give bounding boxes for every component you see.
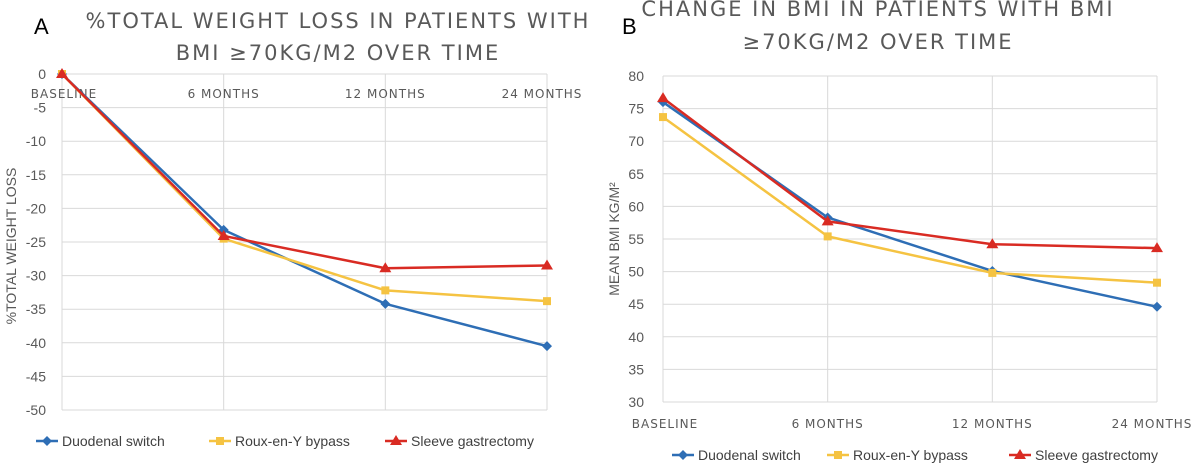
y-tick-label: 40 bbox=[628, 329, 644, 345]
y-tick-label: 45 bbox=[628, 296, 644, 312]
y-tick-label: 35 bbox=[628, 361, 644, 377]
data-point bbox=[56, 68, 68, 78]
y-tick-label: 75 bbox=[628, 101, 644, 117]
chart-a-title-line-2: BMI ≥70KG/M2 OVER TIME bbox=[176, 41, 500, 65]
x-tick-label: 24 MONTHS bbox=[1112, 417, 1193, 431]
x-tick-label: 24 MONTHS bbox=[502, 87, 583, 101]
chart-a-gridlines bbox=[61, 73, 548, 411]
chart-b-x-ticks: BASELINE 6 MONTHS 12 MONTHS 24 MONTHS bbox=[632, 417, 1193, 431]
y-tick-label: 30 bbox=[628, 394, 644, 410]
y-tick-label: -5 bbox=[34, 100, 47, 116]
legend-label: Duodenal switch bbox=[698, 447, 801, 463]
x-tick-label: 12 MONTHS bbox=[345, 87, 426, 101]
data-point bbox=[823, 232, 832, 241]
y-tick-label: -10 bbox=[26, 133, 46, 149]
y-tick-label: -35 bbox=[26, 301, 46, 317]
y-tick-label: 55 bbox=[628, 231, 644, 247]
chart-a-title-line-1: %TOTAL WEIGHT LOSS IN PATIENTS WITH bbox=[86, 9, 591, 33]
legend-label: Roux-en-Y bypass bbox=[235, 433, 350, 449]
y-tick-label: 65 bbox=[628, 166, 644, 182]
chart-b-y-axis-label: MEAN BMI KG/M² bbox=[606, 182, 622, 296]
legend-marker-icon bbox=[216, 437, 224, 445]
legend-marker-icon bbox=[42, 436, 52, 446]
chart-panel-b: B CHANGE IN BMI IN PATIENTS WITH BMI ≥70… bbox=[606, 0, 1193, 431]
y-tick-label: -40 bbox=[26, 335, 46, 351]
y-tick-label: 70 bbox=[628, 133, 644, 149]
series-line-duodenal-switch bbox=[662, 101, 1158, 309]
y-tick-label: -50 bbox=[26, 402, 46, 418]
series-line-roux-en-y-bypass bbox=[662, 116, 1158, 284]
data-point bbox=[217, 229, 230, 240]
chart-a-legend: Duodenal switch Roux-en-Y bypass Sleeve ga… bbox=[36, 433, 534, 449]
series-line-sleeve-gastrectomy bbox=[662, 97, 1158, 250]
chart-b-legend: Duodenal switch Roux-en-Y bypass Sleeve ga… bbox=[672, 447, 1158, 463]
data-point bbox=[659, 113, 667, 122]
y-tick-label: -25 bbox=[26, 234, 46, 250]
data-point bbox=[380, 298, 391, 309]
y-tick-label: 0 bbox=[38, 66, 46, 82]
chart-a-y-axis-label: %TOTAL WEIGHT LOSS bbox=[3, 168, 19, 325]
y-tick-label: -30 bbox=[26, 268, 46, 284]
series-line-sleeve-gastrectomy bbox=[61, 73, 548, 270]
data-point bbox=[1151, 242, 1163, 253]
x-tick-label: BASELINE bbox=[632, 417, 698, 431]
legend-marker-icon bbox=[390, 435, 402, 445]
x-tick-label: 6 MONTHS bbox=[188, 87, 260, 101]
y-tick-label: 50 bbox=[628, 264, 644, 280]
data-point bbox=[1152, 301, 1162, 312]
data-point bbox=[379, 262, 392, 273]
panel-letter-b: B bbox=[622, 14, 637, 39]
data-point bbox=[821, 215, 834, 226]
data-point bbox=[657, 92, 669, 103]
data-point bbox=[986, 238, 999, 249]
legend-label: Sleeve gastrectomy bbox=[1035, 447, 1158, 463]
chart-panel-a: A %TOTAL WEIGHT LOSS IN PATIENTS WITH BM… bbox=[3, 9, 591, 418]
y-tick-label: 60 bbox=[628, 198, 644, 214]
data-point bbox=[543, 297, 551, 306]
legend-label: Duodenal switch bbox=[62, 433, 165, 449]
legend-marker-icon bbox=[1014, 449, 1026, 459]
legend-label: Roux-en-Y bypass bbox=[853, 447, 968, 463]
chart-b-y-ticks: 80 75 70 65 60 55 50 45 40 35 30 bbox=[628, 68, 644, 410]
legend-marker-icon bbox=[834, 451, 842, 459]
chart-b-title-line-1: CHANGE IN BMI IN PATIENTS WITH BMI bbox=[641, 0, 1114, 21]
chart-a-y-ticks: 0 -5 -10 -15 -20 -25 -30 -35 -40 -45 -50 bbox=[26, 66, 46, 418]
chart-b-title-line-2: ≥70KG/M2 OVER TIME bbox=[742, 30, 1013, 54]
x-tick-label: 6 MONTHS bbox=[792, 417, 864, 431]
chart-a-series bbox=[56, 68, 553, 352]
y-tick-label: 80 bbox=[628, 68, 644, 84]
chart-b-series bbox=[657, 92, 1163, 312]
y-tick-label: -20 bbox=[26, 200, 46, 216]
chart-a-x-ticks: BASELINE 6 MONTHS 12 MONTHS 24 MONTHS bbox=[31, 87, 583, 101]
chart-b-gridlines bbox=[662, 75, 1158, 403]
data-point bbox=[381, 286, 390, 295]
data-point bbox=[1153, 278, 1161, 287]
data-point bbox=[541, 259, 553, 270]
y-tick-label: -15 bbox=[26, 167, 46, 183]
data-point bbox=[542, 341, 552, 352]
legend-label: Sleeve gastrectomy bbox=[411, 433, 534, 449]
data-point bbox=[988, 268, 997, 277]
x-tick-label: 12 MONTHS bbox=[952, 417, 1033, 431]
series-line-duodenal-switch bbox=[61, 73, 548, 348]
y-tick-label: -45 bbox=[26, 368, 46, 384]
legend-marker-icon bbox=[678, 450, 688, 460]
panel-letter-a: A bbox=[34, 14, 49, 39]
